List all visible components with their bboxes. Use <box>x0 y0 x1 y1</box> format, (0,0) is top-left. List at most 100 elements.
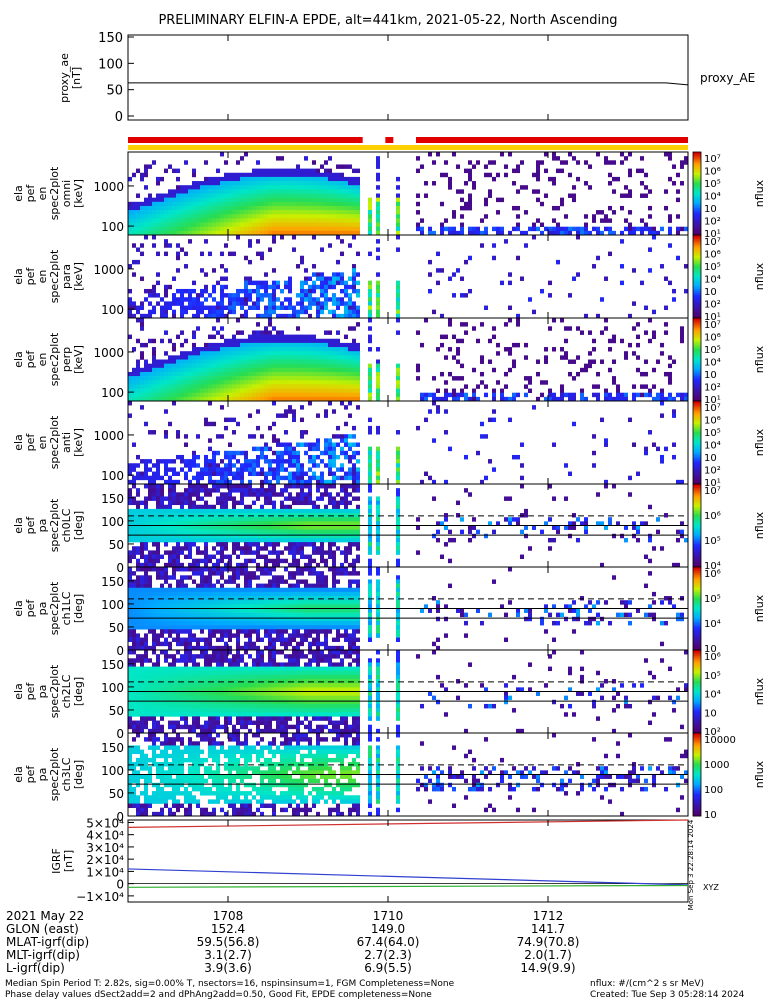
heatmap-cell <box>432 310 436 314</box>
heatmap-cell <box>284 384 288 388</box>
heatmap-cell <box>200 198 204 202</box>
heatmap-cell <box>216 189 220 193</box>
heatmap-cell <box>168 384 172 388</box>
heatmap-cell <box>440 223 444 227</box>
colorbar-tick-label: 10⁴ <box>704 358 721 369</box>
heatmap-cell <box>288 301 292 305</box>
heatmap-cell <box>228 384 232 388</box>
heatmap-cell <box>312 214 316 218</box>
heatmap-cell <box>248 343 252 347</box>
heatmap-cell <box>184 368 188 372</box>
heatmap-cell <box>420 218 424 222</box>
heatmap-cell <box>460 277 464 281</box>
heatmap-cell <box>316 277 320 281</box>
heatmap-cell <box>652 384 656 388</box>
heatmap-cell <box>656 517 660 521</box>
heatmap-cell <box>196 306 200 310</box>
heatmap-cell <box>268 472 272 476</box>
heatmap-cell <box>160 509 164 513</box>
heatmap-cell <box>516 206 520 210</box>
heatmap-cell <box>340 393 344 397</box>
heatmap-cell <box>324 505 328 509</box>
heatmap-cell <box>288 463 292 467</box>
heatmap-cell <box>348 243 352 247</box>
heatmap-cell <box>196 472 200 476</box>
heatmap-cell <box>160 364 164 368</box>
heatmap-cell <box>592 214 596 218</box>
heatmap-cell <box>256 472 260 476</box>
heatmap-cell <box>188 463 192 467</box>
heatmap-cell <box>296 476 300 480</box>
heatmap-cell <box>676 198 680 202</box>
heatmap-cell <box>520 277 524 281</box>
heatmap-cell <box>552 206 556 210</box>
heatmap-cell <box>136 575 140 579</box>
heatmap-cell <box>276 156 280 160</box>
heatmap-cell <box>616 177 620 181</box>
heatmap-cell <box>148 629 152 633</box>
heatmap-cell <box>172 223 176 227</box>
heatmap-cell <box>320 542 324 546</box>
heatmap-cell <box>344 517 348 521</box>
heatmap-cell <box>356 546 360 550</box>
heatmap-cell <box>284 189 288 193</box>
heatmap-cell <box>288 214 292 218</box>
heatmap-cell <box>576 326 580 330</box>
heatmap-cell <box>292 306 296 310</box>
heatmap-cell <box>204 206 208 210</box>
heatmap-cell <box>324 484 328 488</box>
heatmap-cell <box>172 277 176 281</box>
heatmap-cell <box>524 513 528 517</box>
heatmap-cell <box>464 455 468 459</box>
heatmap-cell <box>180 372 184 376</box>
heatmap-cell <box>488 173 492 177</box>
heatmap-cell <box>260 339 264 343</box>
heatmap-cell <box>148 513 152 517</box>
heatmap-cell <box>276 202 280 206</box>
heatmap-cell <box>284 380 288 384</box>
heatmap-cell <box>228 393 232 397</box>
heatmap-cell <box>196 210 200 214</box>
heatmap-cell <box>596 152 600 156</box>
heatmap-cell <box>356 185 360 189</box>
heatmap-cell <box>308 455 312 459</box>
heatmap-cell <box>464 330 468 334</box>
heatmap-cell <box>324 297 328 301</box>
heatmap-cell <box>212 372 216 376</box>
heatmap-cell <box>584 223 588 227</box>
heatmap-cell <box>164 621 168 625</box>
heatmap-cell <box>332 223 336 227</box>
heatmap-cell <box>316 360 320 364</box>
heatmap-cell <box>328 177 332 181</box>
heatmap-cell <box>136 206 140 210</box>
heatmap-cell <box>180 202 184 206</box>
heatmap-cell <box>356 206 360 210</box>
heatmap-cell <box>436 409 440 413</box>
heatmap-cell <box>328 169 332 173</box>
heatmap-cell <box>272 347 276 351</box>
heatmap-cell <box>152 484 156 488</box>
heatmap-cell <box>248 463 252 467</box>
heatmap-cell <box>308 177 312 181</box>
heatmap-cell <box>264 559 268 563</box>
heatmap-cell <box>596 492 600 496</box>
heatmap-cell <box>148 368 152 372</box>
heatmap-cell <box>396 550 400 554</box>
heatmap-cell <box>196 546 200 550</box>
heatmap-cell <box>220 550 224 554</box>
heatmap-cell <box>248 277 252 281</box>
heatmap-cell <box>432 401 436 405</box>
heatmap-cell <box>548 389 552 393</box>
heatmap-cell <box>276 443 280 447</box>
heatmap-cell <box>268 194 272 198</box>
heatmap-cell <box>240 355 244 359</box>
heatmap-cell <box>136 567 140 571</box>
heatmap-cell <box>332 389 336 393</box>
heatmap-cell <box>160 617 164 621</box>
heatmap-cell <box>292 472 296 476</box>
heatmap-cell <box>352 206 356 210</box>
heatmap-cell <box>140 609 144 613</box>
heatmap-cell <box>140 592 144 596</box>
heatmap-cell <box>544 347 548 351</box>
heatmap-cell <box>300 393 304 397</box>
